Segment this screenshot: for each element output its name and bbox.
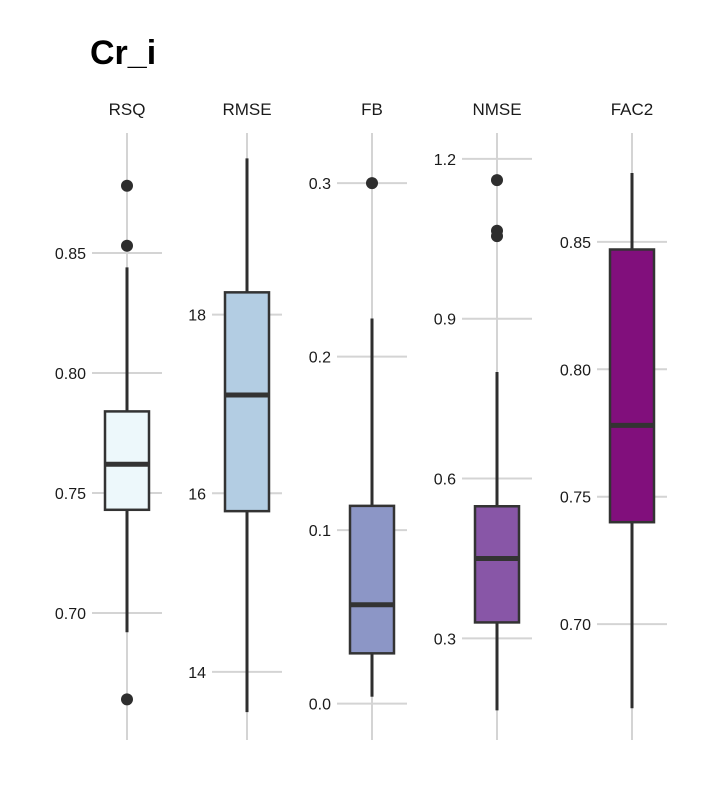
y-tick-label: 0.1 [309,523,331,540]
y-tick-label: 0.85 [55,246,86,263]
outlier-point [121,179,133,192]
facet-label-fb: FB [361,100,383,119]
facet-label-fac2: FAC2 [611,100,654,119]
y-tick-label: 0.75 [560,490,591,507]
y-tick-label: 0.0 [309,697,331,714]
outlier-point [366,177,378,190]
y-tick-label: 14 [188,665,206,682]
y-tick-label: 0.3 [309,176,331,193]
box-fb [348,504,396,655]
box-fac2 [608,248,656,524]
y-tick-label: 0.9 [434,312,456,329]
y-tick-label: 18 [188,308,206,325]
y-tick-label: 16 [188,486,206,503]
facet-label-rmse: RMSE [222,100,271,119]
y-tick-label: 0.6 [434,472,456,489]
y-tick-label: 0.2 [309,350,331,367]
y-tick-label: 0.70 [55,606,86,623]
outlier-point [121,239,133,252]
y-tick-label: 1.2 [434,152,456,169]
y-tick-label: 0.70 [560,617,591,634]
outlier-point [491,174,503,187]
y-tick-label: 0.80 [560,362,591,379]
outlier-point [121,693,133,706]
facet-label-nmse: NMSE [472,100,521,119]
y-tick-label: 0.75 [55,486,86,503]
chart-title: Cr_i [90,34,157,72]
y-tick-label: 0.3 [434,631,456,648]
y-tick-label: 0.80 [55,366,86,383]
y-tick-label: 0.85 [560,235,591,252]
outlier-point [491,230,503,243]
box-nmse [473,505,521,624]
facet-label-rsq: RSQ [109,100,146,119]
box-rmse [223,291,271,513]
box-rsq [103,410,151,512]
